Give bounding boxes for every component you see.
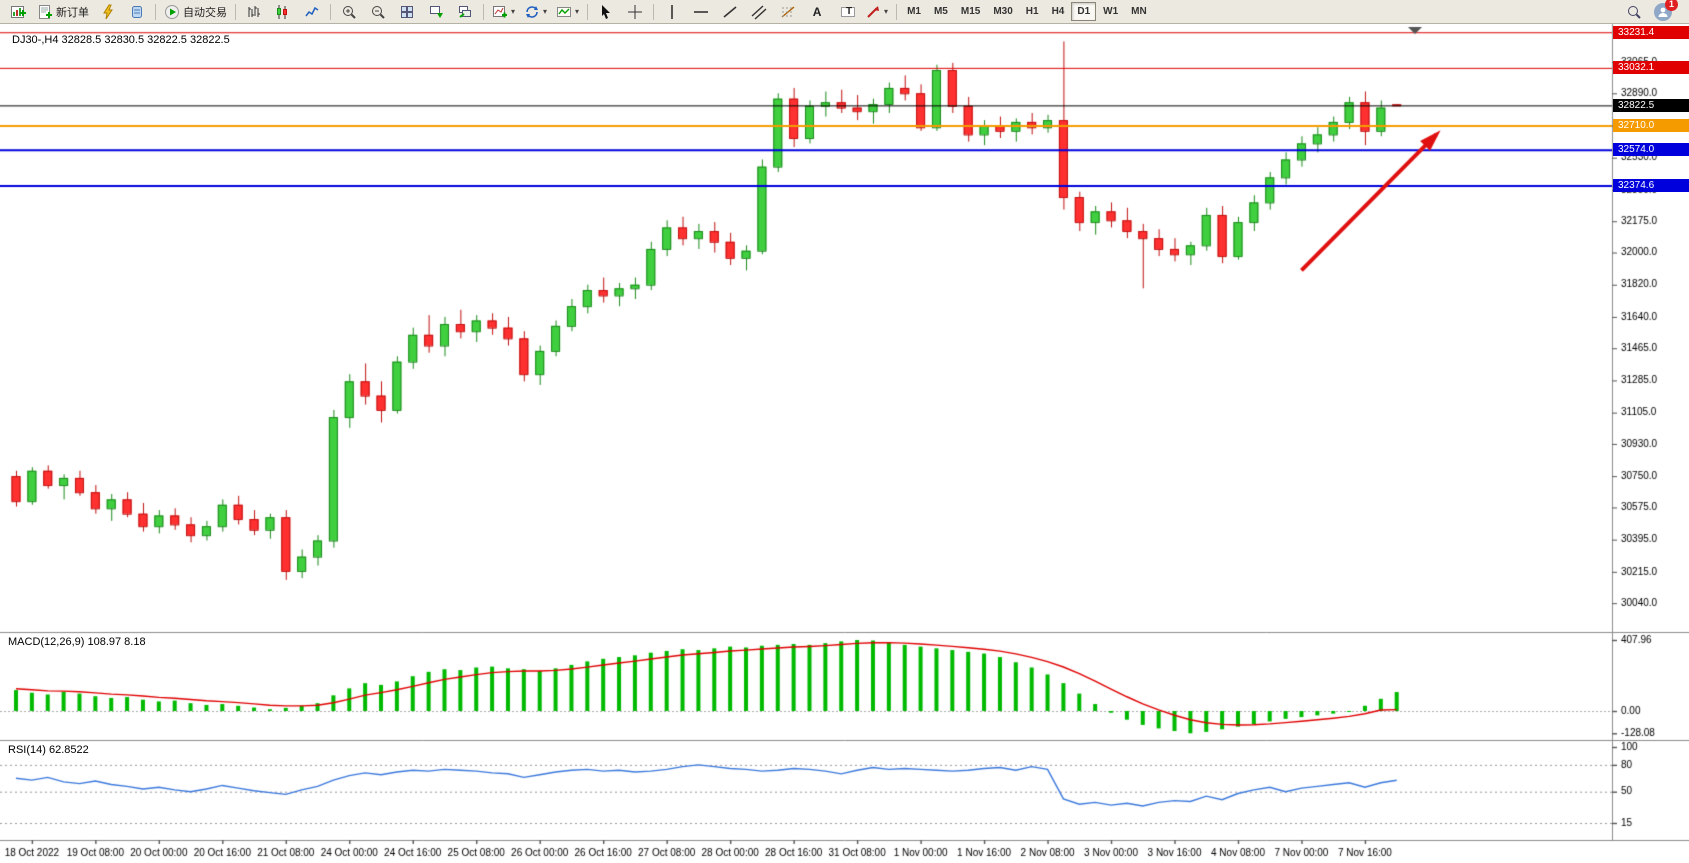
line-chart-button[interactable] xyxy=(298,1,326,23)
price-line-tag: 32374.6 xyxy=(1613,179,1689,192)
label-tool-letter: T xyxy=(845,6,853,17)
price-line-tag: 32822.5 xyxy=(1613,98,1689,112)
timeframe-h1-button[interactable]: H1 xyxy=(1025,6,1039,17)
fibonacci-button[interactable] xyxy=(774,1,802,23)
auto-arrange-button[interactable] xyxy=(422,1,450,23)
text-tool-label: A xyxy=(812,4,822,19)
tile-windows-button[interactable] xyxy=(393,1,421,23)
timeframe-m1-button[interactable]: M1 xyxy=(907,6,921,17)
community-avatar-icon: 1 xyxy=(1654,0,1678,21)
caret-down-icon: ▾ xyxy=(884,6,889,16)
toolbar-separator xyxy=(896,3,898,20)
equidistant-channel-button[interactable] xyxy=(745,1,773,23)
crosshair-button[interactable] xyxy=(621,1,649,23)
toolbar-separator xyxy=(653,3,655,20)
timeframe-mn-button[interactable]: MN xyxy=(1131,6,1147,17)
toolbar-separator xyxy=(330,3,331,20)
profiles-button[interactable]: ▾ xyxy=(520,1,551,23)
zoom-out-button[interactable] xyxy=(364,1,392,23)
caret-down-icon: ▾ xyxy=(543,6,548,16)
text-label-button[interactable]: T xyxy=(832,1,860,23)
toolbar: 新订单 自动交易 ▾ ▾ ▾ xyxy=(0,0,1689,24)
price-line-tag: 32710.0 xyxy=(1613,119,1689,132)
caret-down-icon: ▾ xyxy=(511,6,516,16)
scripts-button[interactable] xyxy=(123,1,151,23)
price-line-tag: 33032.1 xyxy=(1613,61,1689,75)
search-button[interactable] xyxy=(1620,1,1648,23)
community-button[interactable]: 1 xyxy=(1649,0,1678,23)
new-order-button[interactable]: 新订单 xyxy=(33,1,93,23)
candlestick-chart-button[interactable] xyxy=(269,1,297,23)
indicators-button[interactable]: ▾ xyxy=(552,1,583,23)
price-line-tag: 33231.4 xyxy=(1613,25,1689,39)
new-chart-button[interactable] xyxy=(4,1,32,23)
toolbar-separator xyxy=(155,3,156,20)
cursor-button[interactable] xyxy=(592,1,620,23)
timeframe-m15-button[interactable]: M15 xyxy=(960,6,981,17)
zoom-in-button[interactable] xyxy=(335,1,363,23)
rsi-indicator-label: RSI(14) 62.8522 xyxy=(8,744,89,756)
arrows-button[interactable]: ▾ xyxy=(861,1,892,23)
text-button[interactable]: A xyxy=(803,1,831,23)
toolbar-separator xyxy=(235,3,236,20)
timeframe-d1-button[interactable]: D1 xyxy=(1071,2,1097,21)
timeframe-m5-button[interactable]: M5 xyxy=(933,6,948,17)
timeframe-w1-button[interactable]: W1 xyxy=(1103,6,1119,17)
toolbar-separator xyxy=(587,3,589,20)
vertical-line-button[interactable] xyxy=(658,1,686,23)
notification-badge: 1 xyxy=(1665,0,1678,11)
timeframe-m30-button[interactable]: M30 xyxy=(993,6,1013,17)
macd-indicator-label: MACD(12,26,9) 108.97 8.18 xyxy=(8,636,146,648)
autotrading-button[interactable]: 自动交易 xyxy=(160,1,231,23)
horizontal-line-button[interactable] xyxy=(687,1,715,23)
new-order-label: 新订单 xyxy=(56,6,89,19)
trendline-button[interactable] xyxy=(716,1,744,23)
bar-chart-button[interactable] xyxy=(240,1,268,23)
cascade-windows-button[interactable] xyxy=(451,1,479,23)
expert-advisors-button[interactable] xyxy=(94,1,122,23)
toolbar-separator xyxy=(483,3,484,20)
price-line-tag: 32574.0 xyxy=(1613,143,1689,157)
autotrading-label: 自动交易 xyxy=(183,6,227,19)
caret-down-icon: ▾ xyxy=(575,6,580,16)
timeframe-h4-button[interactable]: H4 xyxy=(1051,6,1065,17)
chart-ohlc-title: DJ30-,H4 32828.5 32830.5 32822.5 32822.5 xyxy=(12,34,230,46)
templates-button[interactable]: ▾ xyxy=(488,1,519,23)
